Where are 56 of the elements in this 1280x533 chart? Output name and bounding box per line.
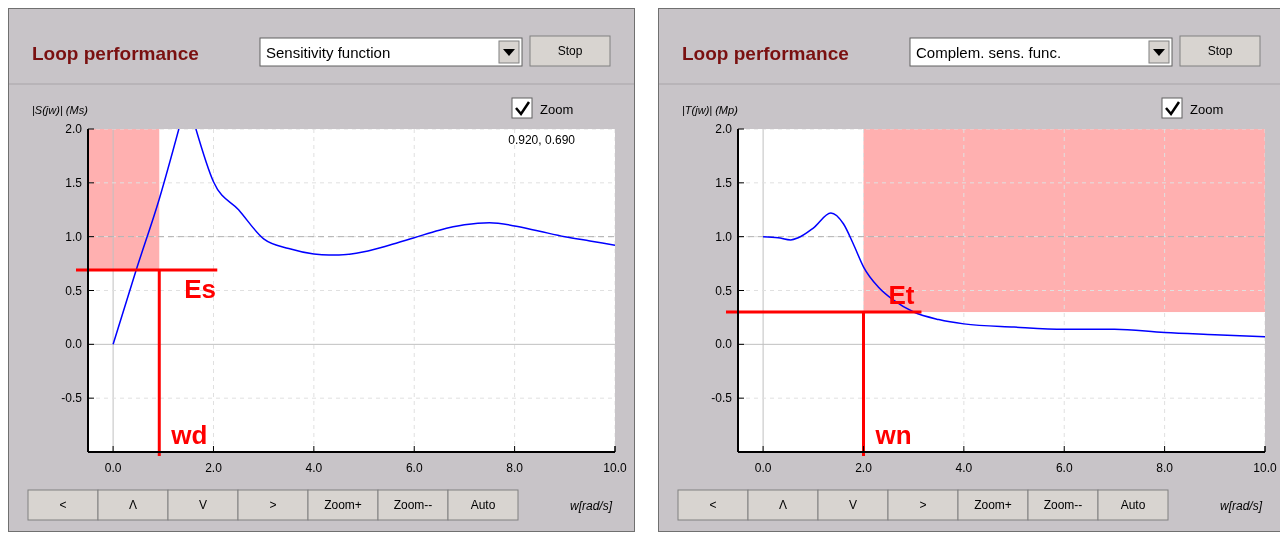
text: <	[59, 498, 67, 512]
x-tick-label: 6.0	[405, 461, 423, 475]
text: Zoom+	[974, 498, 1012, 512]
x-tick-label: 10.0	[603, 461, 627, 475]
text: V	[198, 498, 208, 512]
annotation: 0.920, 0.690	[508, 133, 576, 147]
y-tick-label: 0.0	[715, 337, 733, 352]
y-tick-label: 1.5	[65, 175, 83, 190]
y-tick-label: 1.0	[715, 229, 733, 244]
text: >	[269, 498, 277, 512]
text: >	[919, 498, 927, 512]
text: Sensitivity function	[266, 44, 391, 61]
x-axis-title: w[rad/s]	[1220, 499, 1263, 513]
y-tick-label: 0.5	[65, 283, 83, 298]
y-tick-label: -0.5	[711, 391, 733, 406]
y-tick-label: 1.5	[715, 175, 733, 190]
ref-line-label: Es	[184, 274, 217, 305]
x-tick-label: 8.0	[506, 461, 524, 475]
text: Λ	[128, 498, 138, 512]
text: V	[848, 498, 858, 512]
y-tick-label: 0.5	[715, 283, 733, 298]
text: Auto	[470, 498, 496, 512]
text: Zoom	[1190, 102, 1224, 117]
ref-line-label: wn	[874, 420, 912, 450]
y-tick-label: 0.0	[65, 337, 83, 352]
x-tick-label: 2.0	[855, 461, 873, 475]
x-tick-label: 4.0	[955, 461, 973, 475]
chart-title: Loop performance	[32, 43, 199, 64]
text: Zoom+	[324, 498, 362, 512]
x-axis-title: w[rad/s]	[570, 499, 613, 513]
y-axis-title: |T(jw)| (Mp)	[682, 104, 739, 116]
chart-title: Loop performance	[682, 43, 849, 64]
text: Λ	[778, 498, 788, 512]
y-tick-label: 2.0	[715, 122, 733, 136]
text: Stop	[1207, 44, 1233, 58]
text: Zoom--	[1043, 498, 1083, 512]
line-series	[762, 212, 1265, 338]
x-tick-label: 6.0	[1055, 461, 1073, 475]
ref-line-label: wd	[170, 420, 208, 450]
y-tick-label: -0.5	[61, 391, 83, 406]
text: Auto	[1120, 498, 1146, 512]
x-tick-label: 2.0	[205, 461, 223, 475]
x-tick-label: 4.0	[305, 461, 323, 475]
text: Zoom--	[393, 498, 433, 512]
text: <	[709, 498, 717, 512]
text: Zoom	[540, 102, 574, 117]
x-tick-label: 0.0	[754, 461, 772, 475]
y-tick-label: 1.0	[65, 229, 83, 244]
y-tick-label: 2.0	[65, 122, 83, 136]
y-axis-title: |S(jw)| (Ms)	[32, 104, 89, 116]
text: Complem. sens. func.	[916, 44, 1062, 61]
x-tick-label: 10.0	[1253, 461, 1277, 475]
text: Stop	[557, 44, 583, 58]
x-tick-label: 0.0	[104, 461, 122, 475]
ref-line-label: Et	[888, 280, 915, 311]
x-tick-label: 8.0	[1156, 461, 1174, 475]
